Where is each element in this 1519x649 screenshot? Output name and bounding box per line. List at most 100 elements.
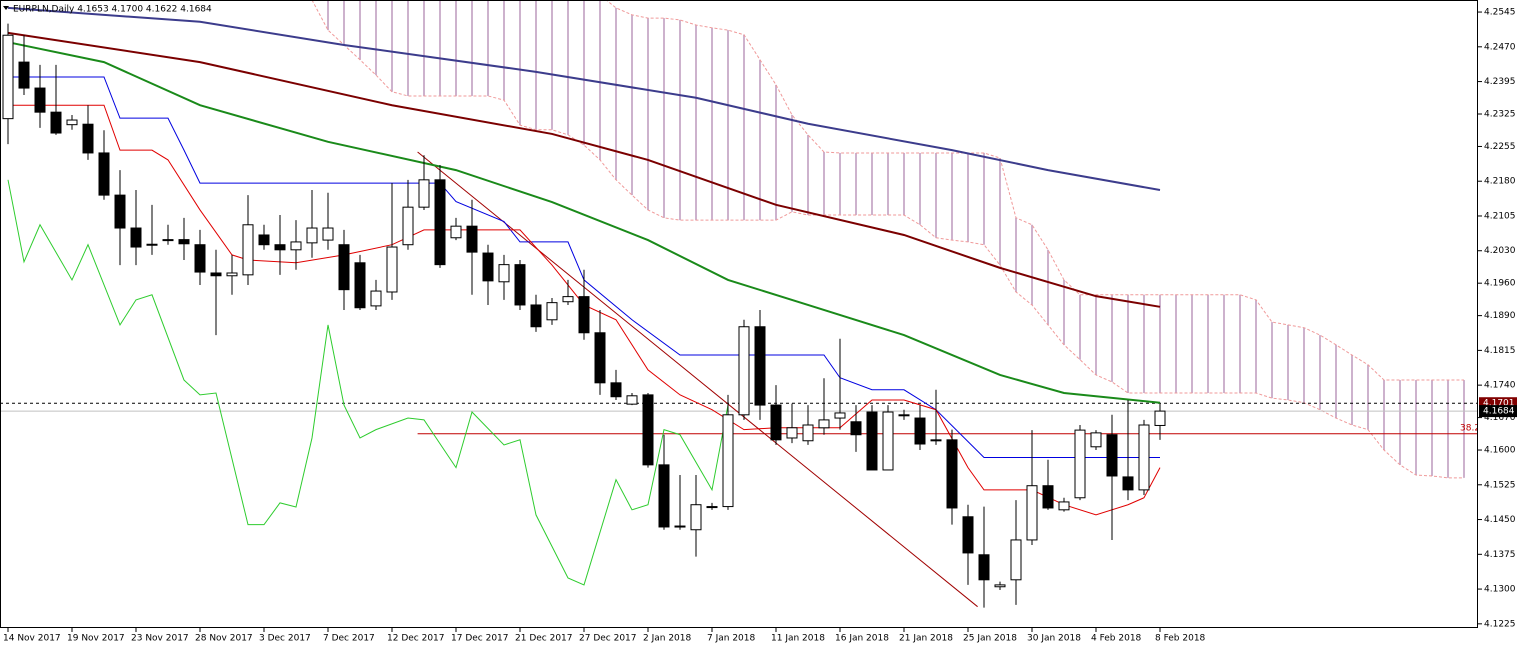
plot-frame	[0, 0, 1478, 628]
price-tag-label: 4.1684	[1483, 407, 1515, 417]
cloud-edge	[311, 0, 1464, 479]
y-tick-label: 4.1375	[1484, 550, 1516, 560]
candle-body	[386, 246, 398, 293]
candle-body	[546, 302, 558, 321]
candle-body	[642, 394, 654, 466]
indicator-line	[7, 31, 1161, 308]
candle-body	[866, 411, 878, 471]
candle-body	[1010, 539, 1022, 581]
candle-body	[450, 225, 462, 239]
x-tick-label: 21 Jan 2018	[899, 634, 953, 644]
indicator-line	[7, 6, 1161, 192]
price-tag: 4.1684	[1479, 405, 1517, 418]
x-tick-label: 3 Dec 2017	[259, 634, 311, 644]
y-tick-label: 4.1670	[1484, 413, 1516, 423]
candle-body	[66, 119, 78, 126]
menu-marker	[3, 6, 9, 10]
candle-body	[50, 111, 62, 134]
candle-body	[802, 424, 814, 442]
candle-body	[226, 272, 238, 277]
y-tick-label: 4.2470	[1484, 42, 1516, 52]
candle-body	[178, 239, 190, 245]
candle-body	[690, 504, 702, 531]
x-tick-label: 12 Dec 2017	[387, 634, 445, 644]
candle-body	[994, 584, 1006, 588]
candle-body	[1090, 432, 1102, 448]
x-tick-label: 28 Nov 2017	[195, 634, 253, 644]
y-tick-label: 4.2395	[1484, 77, 1516, 87]
y-tick-label: 4.1815	[1484, 346, 1516, 356]
x-tick-label: 4 Feb 2018	[1091, 634, 1142, 644]
candle-body	[658, 464, 670, 528]
candle-body	[210, 272, 222, 277]
candle-body	[610, 382, 622, 398]
candle-body	[674, 525, 686, 528]
candle-body	[242, 224, 254, 276]
indicator-line	[8, 104, 1161, 516]
fibo-trendline	[417, 151, 978, 608]
fibo-label: 38.2	[1460, 423, 1480, 433]
candle-body	[322, 227, 334, 241]
candle-body	[130, 227, 142, 248]
candle-body	[354, 262, 366, 309]
candle-body	[370, 290, 382, 307]
x-tick-label: 7 Dec 2017	[323, 634, 375, 644]
candle-body	[946, 439, 958, 509]
x-tick-label: 17 Dec 2017	[451, 634, 509, 644]
candle-body	[882, 411, 894, 471]
x-tick-label: 14 Nov 2017	[3, 634, 61, 644]
candle-body	[290, 241, 302, 251]
x-tick-label: 2 Jan 2018	[643, 634, 691, 644]
y-tick-label: 4.1450	[1484, 515, 1516, 525]
x-tick-label: 30 Jan 2018	[1027, 634, 1081, 644]
candle-body	[1106, 434, 1118, 477]
candle-body	[850, 421, 862, 436]
candle-body	[930, 439, 942, 442]
candle-body	[82, 123, 94, 154]
y-tick-label: 4.2325	[1484, 110, 1516, 120]
candle-body	[754, 326, 766, 406]
candle-body	[2, 34, 14, 120]
candle-body	[770, 404, 782, 441]
candle-body	[834, 412, 846, 419]
x-tick-label: 21 Dec 2017	[515, 634, 573, 644]
indicator-line	[8, 76, 1160, 458]
x-tick-label: 23 Nov 2017	[131, 634, 189, 644]
candle-body	[114, 194, 126, 229]
y-tick-label: 4.1225	[1484, 619, 1516, 629]
x-tick-label: 7 Jan 2018	[707, 634, 755, 644]
candle-body	[898, 414, 910, 417]
candle-body	[1138, 424, 1150, 491]
candle-body	[162, 239, 174, 242]
candle-body	[18, 61, 30, 89]
candle-body	[914, 417, 926, 445]
candle-body	[258, 234, 270, 246]
chart-title: EURPLN,Daily 4.1653 4.1700 4.1622 4.1684	[13, 5, 212, 15]
cloud-edge	[605, 0, 1464, 381]
candle-body	[146, 243, 158, 246]
candle-body	[962, 516, 974, 554]
y-tick-label: 4.1300	[1484, 585, 1516, 595]
indicator-line	[7, 41, 1161, 404]
candle-body	[434, 179, 446, 266]
candle-body	[274, 244, 286, 251]
candle-body	[562, 296, 574, 303]
candle-body	[514, 264, 526, 306]
y-tick-label: 4.1890	[1484, 311, 1516, 321]
candle-body	[530, 304, 542, 328]
candle-body	[1154, 410, 1166, 426]
candle-body	[578, 296, 590, 334]
candle-body	[418, 179, 430, 208]
candle-body	[818, 419, 830, 429]
y-tick-label: 4.2180	[1484, 177, 1516, 187]
candle-body	[1058, 501, 1070, 511]
x-tick-label: 25 Jan 2018	[963, 634, 1017, 644]
candle-body	[1122, 476, 1134, 491]
candle-body	[738, 326, 750, 416]
y-tick-label: 4.1960	[1484, 279, 1516, 289]
candle-body	[402, 206, 414, 246]
candle-body	[786, 427, 798, 439]
candle-body	[34, 87, 46, 113]
candle-body	[306, 227, 318, 244]
